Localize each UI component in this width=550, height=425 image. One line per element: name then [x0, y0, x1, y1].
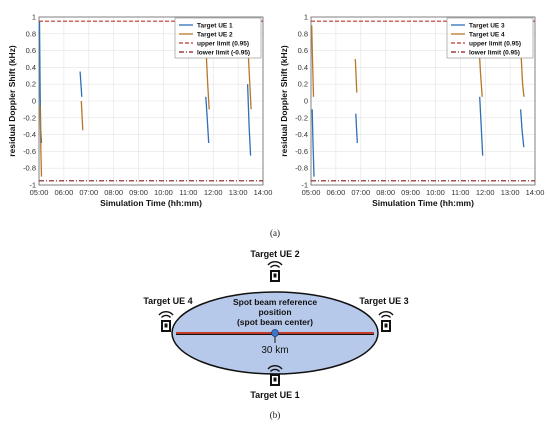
ue-1-label: Target UE 1 [250, 390, 299, 400]
chart-b-x-tick-label: 14:00 [526, 188, 545, 197]
chart-b-legend-label-3: upper limit (0.95) [469, 40, 521, 47]
ue-4-icon [158, 311, 174, 332]
ue-2-label: Target UE 2 [250, 249, 299, 259]
chart-a-legend-label-3: upper limit (0.95) [197, 40, 249, 47]
chart-b-y-tick-label: -0.2 [295, 113, 308, 122]
chart-a-y-axis-label: residual Doppler Shift (kHz) [7, 45, 17, 157]
chart-b-y-tick-label: 1 [304, 13, 308, 22]
spot-beam-diagram: Spot beam reference position (spot beam … [143, 249, 408, 400]
chart-a-y-tick-label: 0.8 [26, 29, 36, 38]
chart-a-y-tick-label: 1 [32, 13, 36, 22]
chart-b-legend-label-1: Target UE 3 [469, 22, 505, 29]
chart-b-legend-label-4: lower limit (0.95) [469, 49, 520, 56]
chart-a-y-tick-label: 0 [32, 97, 36, 106]
chart-a-x-tick-label: 06:00 [54, 188, 73, 197]
chart-a-series-1-segment-4 [246, 84, 252, 156]
chart-b: 05:00 06:00 07:00 08:00 09:00 10:00 11:00 12:00… [279, 13, 544, 209]
chart-a-y-tick-label: 0.2 [26, 80, 36, 89]
chart-b-x-tick-label: 06:00 [326, 188, 345, 197]
chart-a-series-2-segment-3 [205, 54, 210, 110]
chart-a-legend-label-4: lower limit (-0.95) [197, 49, 250, 56]
chart-a-x-tick-label: 05:00 [30, 188, 49, 197]
chart-a-series-1-segment-3 [205, 96, 210, 144]
chart-a-series-2-segment-1 [39, 105, 43, 177]
chart-a-x-tick-label: 13:00 [229, 188, 248, 197]
chart-b-series-1-segment-1 [311, 109, 315, 177]
chart-b-x-axis-label: Simulation Time (hh:mm) [372, 198, 474, 208]
caption-a: (a) [270, 228, 280, 238]
chart-a-legend-label-1: Target UE 1 [197, 22, 233, 29]
chart-b-x-tick-label: 10:00 [426, 188, 445, 197]
chart-b-y-tick-label: -0.6 [295, 147, 308, 156]
chart-a-x-tick-label: 08:00 [104, 188, 123, 197]
chart-b-legend-label-2: Target UE 4 [469, 31, 505, 38]
chart-b-series-2-segment-3 [478, 50, 483, 97]
chart-b-x-tick-label: 07:00 [351, 188, 370, 197]
chart-b-y-axis-label: residual Doppler Shift (kHz) [279, 45, 289, 157]
ue-2-icon [267, 261, 283, 282]
chart-a-x-tick-label: 07:00 [79, 188, 98, 197]
chart-a-x-tick-label: 11:00 [179, 188, 197, 197]
chart-a-x-tick-label: 09:00 [129, 188, 148, 197]
chart-b-y-tick-label: -1 [301, 181, 308, 190]
chart-b-series-2-segment-4 [520, 54, 525, 97]
ue-4-label: Target UE 4 [143, 296, 192, 306]
chart-a-legend-label-2: Target UE 2 [197, 31, 233, 38]
chart-a-series-2-segment-2 [80, 100, 84, 131]
chart-b-y-tick-label: 0.2 [298, 80, 308, 89]
chart-a-y-tick-label: -0.6 [23, 147, 36, 156]
chart-b-series-2-segment-2 [354, 58, 358, 93]
chart-a-y-tick-label: 0.6 [26, 46, 36, 55]
distance-label: 30 km [261, 345, 288, 356]
chart-a-plot-frame [38, 16, 264, 186]
chart-a-series-1-segment-2 [79, 71, 83, 97]
chart-b-x-tick-label: 12:00 [476, 188, 495, 197]
chart-a: 05:00 06:00 07:00 08:00 09:00 10:00 11:00 12:00… [7, 13, 272, 209]
ue-1-icon [267, 365, 283, 386]
chart-b-series-1-segment-4 [519, 109, 525, 148]
chart-b-series-1-segment-2 [355, 113, 358, 144]
beam-text-line-2: position [258, 307, 291, 317]
chart-b-plot-frame [310, 16, 536, 186]
chart-b-y-tick-label: 0.8 [298, 29, 308, 38]
chart-b-y-tick-label: -0.8 [295, 164, 308, 173]
chart-b-y-tick-label: 0.6 [298, 46, 308, 55]
chart-a-series-2-segment-4 [247, 50, 252, 110]
beam-text-line-1: Spot beam reference [233, 297, 317, 307]
chart-a-y-tick-label: -0.8 [23, 164, 36, 173]
chart-a-y-tick-label: -0.4 [23, 130, 36, 139]
caption-b: (b) [270, 410, 281, 420]
chart-b-y-tick-label: 0.4 [298, 63, 308, 72]
chart-a-x-tick-label: 14:00 [254, 188, 273, 197]
chart-a-y-tick-label: 0.4 [26, 63, 36, 72]
chart-b-series-1-segment-3 [479, 96, 484, 156]
chart-a-x-tick-label: 10:00 [154, 188, 173, 197]
chart-b-series-2-segment-1 [311, 25, 315, 97]
chart-b-x-tick-label: 05:00 [302, 188, 321, 197]
ue-3-label: Target UE 3 [359, 296, 408, 306]
chart-b-y-tick-label: 0 [304, 97, 308, 106]
chart-a-y-tick-label: -0.2 [23, 113, 36, 122]
beam-center-dot [271, 329, 279, 337]
chart-b-x-tick-label: 08:00 [376, 188, 395, 197]
chart-b-x-tick-label: 09:00 [401, 188, 420, 197]
chart-b-x-tick-label: 11:00 [451, 188, 469, 197]
chart-a-y-tick-label: -1 [29, 181, 36, 190]
chart-a-x-tick-label: 12:00 [204, 188, 223, 197]
chart-a-x-axis-label: Simulation Time (hh:mm) [100, 198, 202, 208]
chart-b-y-tick-label: -0.4 [295, 130, 308, 139]
ue-3-icon [378, 311, 394, 332]
beam-text-line-3: (spot beam center) [237, 317, 313, 327]
chart-b-x-tick-label: 13:00 [501, 188, 520, 197]
